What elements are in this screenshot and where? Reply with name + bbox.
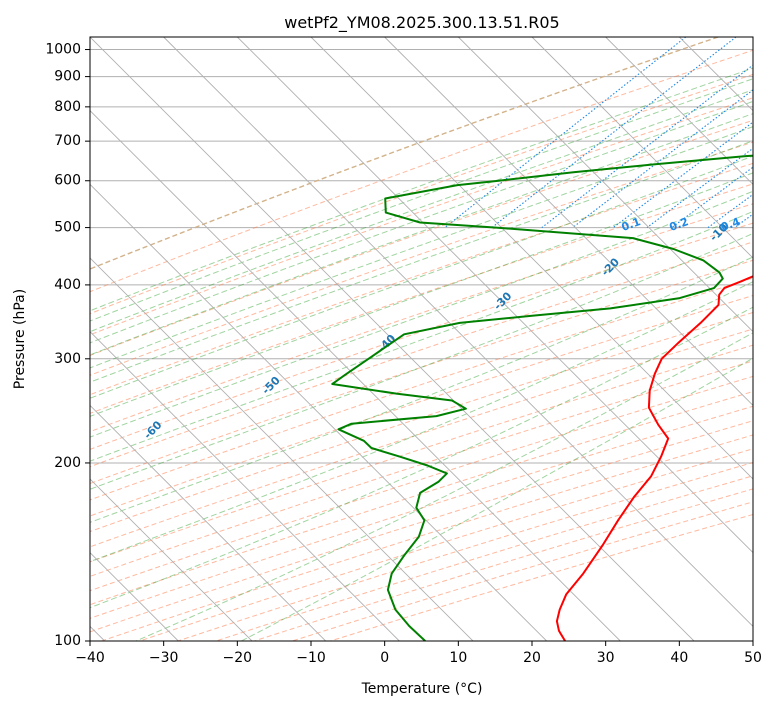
temperature-profile-line (555, 275, 753, 641)
isotherm-line (605, 37, 753, 185)
plot-area: -100-90-80-70-60-50-40-30-20-100.10.20.4… (90, 37, 753, 641)
dry-adiabat-line (90, 97, 753, 336)
x-tick-label: 30 (597, 650, 615, 666)
mixing-ratio-line (541, 64, 753, 229)
dry-adiabat-line (90, 328, 753, 548)
isotherm-line (237, 37, 753, 554)
y-axis-ticks: 100 200 300 400 500 600 700 800 900 1000 (45, 42, 90, 649)
dry-adiabat-line (90, 311, 753, 533)
isotherm-line (90, 37, 695, 641)
y-tick-label: 400 (54, 277, 81, 293)
sounding-profiles (331, 154, 753, 641)
moist-adiabat-line (90, 306, 753, 609)
mixing-ratio-line (612, 121, 753, 229)
y-tick-label: 200 (54, 455, 81, 471)
isotherm-line (90, 331, 400, 641)
dry-adiabat-line (90, 259, 753, 485)
y-tick-label: 100 (54, 633, 81, 649)
x-tick-label: 20 (523, 650, 541, 666)
y-tick-label: 1000 (45, 42, 81, 58)
isotherm-line (90, 257, 474, 641)
moist-adiabat-line (90, 89, 753, 333)
isotherm-line (163, 37, 753, 627)
mixing-ratio-label: 0.4 (719, 215, 742, 234)
x-axis-title: Temperature (°C) (361, 681, 483, 697)
dry-adiabat-line (90, 49, 753, 293)
y-axis-title: Pressure (hPa) (12, 289, 28, 389)
mixing-ratio-line (491, 37, 737, 229)
dry-adiabat-line (90, 141, 753, 376)
dry-adiabat-line (90, 37, 719, 270)
x-tick-label: 50 (744, 650, 762, 666)
moist-adiabat-line (90, 190, 753, 438)
isotherm-line (90, 404, 326, 641)
mixing-ratio-label: 0.1 (620, 215, 643, 234)
y-tick-label: 900 (54, 69, 81, 85)
isotherm-line (531, 37, 753, 259)
dry-adiabat-line (90, 162, 753, 396)
moist-adiabat-line (135, 332, 753, 641)
x-tick-label: −40 (75, 650, 105, 666)
y-tick-label: 500 (54, 220, 81, 236)
dry-adiabat-line (90, 277, 753, 501)
y-tick-label: 800 (54, 99, 81, 115)
isotherm-line (90, 110, 621, 641)
chart-title: wetPf2_YM08.2025.300.13.51.R05 (284, 13, 559, 33)
moist-adiabat-line (90, 281, 753, 563)
moist-adiabat-line (241, 357, 753, 641)
x-tick-label: 0 (380, 650, 389, 666)
dry-adiabat-line (90, 391, 753, 606)
dry-adiabat-line (90, 360, 753, 577)
isotherm-line (310, 37, 753, 480)
dry-adiabat-line (90, 222, 753, 450)
mixing-ratio-lines (444, 37, 753, 229)
moist-adiabat-line (90, 232, 753, 490)
x-axis-ticks: −40 −30 −20 −10 0 10 20 30 40 50 (75, 641, 762, 666)
dry-adiabat-line (90, 344, 753, 563)
moist-adiabat-line (90, 210, 753, 462)
dry-adiabat-line (90, 203, 753, 433)
mixing-ratio-label: 0.2 (668, 215, 691, 234)
dewpoint-profile-line (331, 154, 753, 641)
dry-adiabat-line (90, 375, 753, 592)
moist-adiabat-line (90, 126, 753, 369)
isotherm-line (458, 37, 753, 333)
y-tick-label: 600 (54, 173, 81, 189)
x-tick-label: −20 (223, 650, 253, 666)
moist-adiabat-line (90, 172, 753, 417)
x-tick-label: 40 (670, 650, 688, 666)
isotherm-line (384, 37, 753, 406)
y-tick-label: 700 (54, 133, 81, 149)
x-tick-label: −10 (296, 650, 326, 666)
moist-adiabat-line (90, 155, 753, 399)
x-tick-label: 10 (449, 650, 467, 666)
mixing-ratio-line (444, 37, 687, 229)
isotherm-line (90, 183, 547, 641)
isotherm-line (90, 478, 253, 641)
x-tick-label: −30 (149, 650, 179, 666)
dry-adiabat-line (90, 241, 753, 468)
mixing-ratio-line (671, 166, 753, 229)
skewed-isotherms (90, 37, 753, 641)
moist-adiabat-line (90, 140, 753, 383)
plot-frame (89, 36, 754, 642)
y-tick-label: 300 (54, 351, 81, 367)
